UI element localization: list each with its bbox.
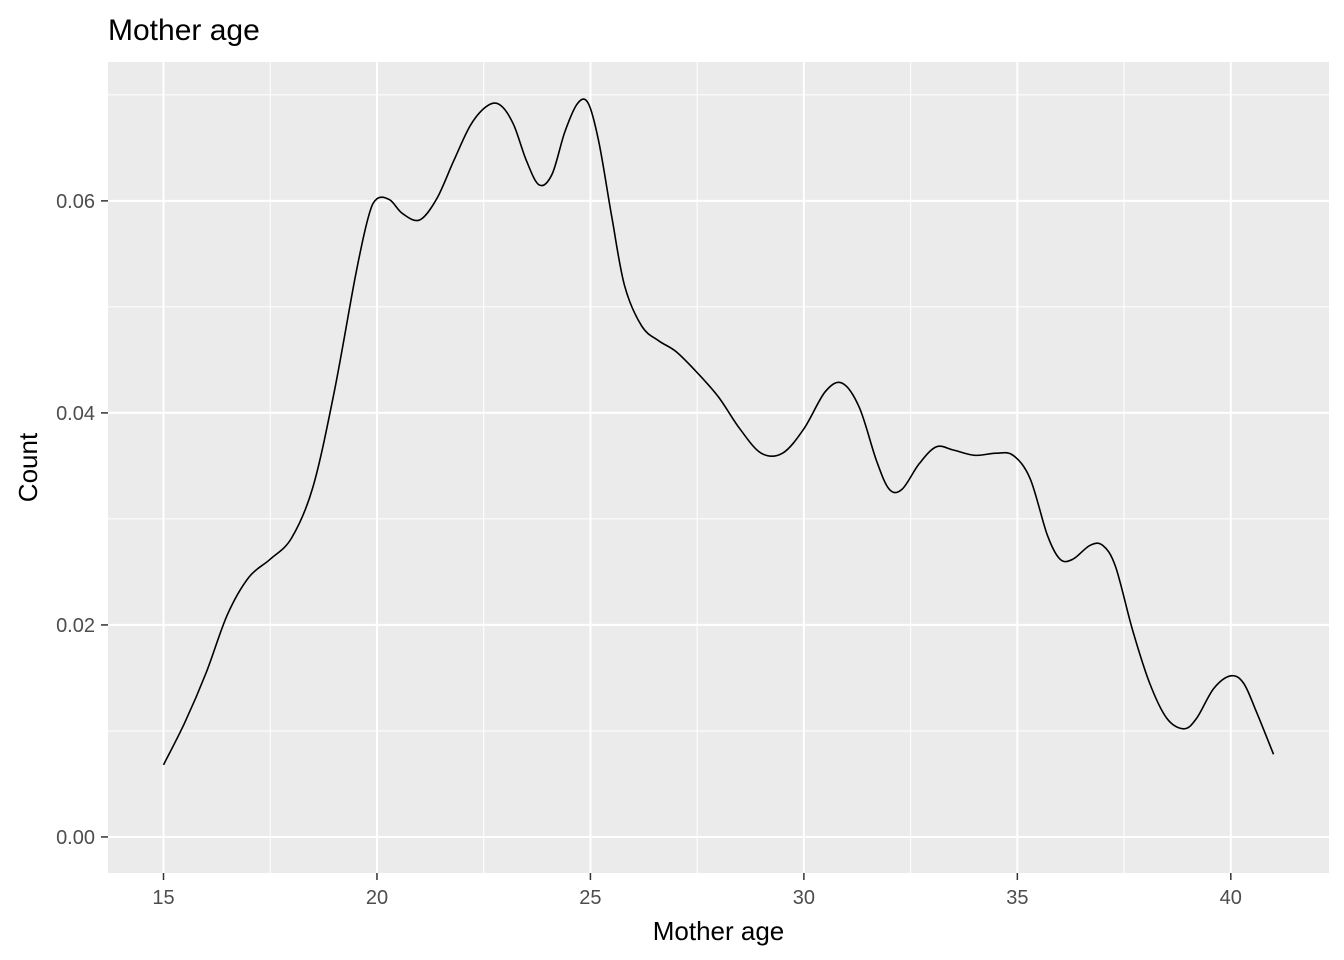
x-axis: 15 20 25 30 35 40 <box>152 873 1242 909</box>
plot-panel <box>108 62 1329 873</box>
x-tick-label: 25 <box>579 887 601 909</box>
chart-title: Mother age <box>108 14 260 47</box>
y-tick-label: 0.06 <box>56 191 95 213</box>
x-tick-label: 20 <box>366 887 388 909</box>
y-tick-label: 0.02 <box>56 615 95 637</box>
y-axis: 0.00 0.02 0.04 0.06 <box>56 191 108 849</box>
y-axis-title: Count <box>13 432 43 502</box>
y-tick-label: 0.00 <box>56 827 95 849</box>
x-tick-label: 35 <box>1006 887 1028 909</box>
x-tick-label: 15 <box>152 887 174 909</box>
x-tick-label: 30 <box>793 887 815 909</box>
x-tick-label: 40 <box>1220 887 1242 909</box>
x-axis-title: Mother age <box>653 916 785 946</box>
major-grid <box>108 62 1329 873</box>
density-line <box>162 98 1275 766</box>
y-tick-label: 0.04 <box>56 403 95 425</box>
minor-grid <box>108 62 1329 873</box>
